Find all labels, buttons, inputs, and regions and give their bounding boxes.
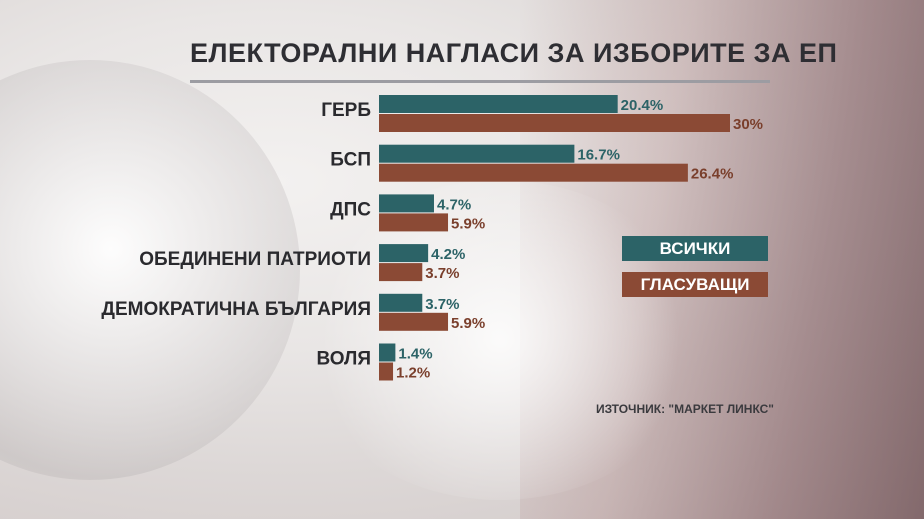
value-label-all: 16.7% xyxy=(577,147,620,164)
value-label-voters: 5.9% xyxy=(451,315,485,332)
title-underline xyxy=(190,80,770,83)
value-label-voters: 3.7% xyxy=(425,265,459,282)
value-label-all: 3.7% xyxy=(425,296,459,313)
background-glow xyxy=(300,180,700,500)
value-label-voters: 30% xyxy=(733,116,763,133)
chart-title: ЕЛЕКТОРАЛНИ НАГЛАСИ ЗА ИЗБОРИТЕ ЗА ЕП xyxy=(190,38,838,68)
value-label-all: 1.4% xyxy=(398,346,432,363)
value-label-all: 4.2% xyxy=(431,246,465,263)
bar-voters xyxy=(379,312,449,331)
bar-all xyxy=(379,244,429,263)
legend-item-voters: ГЛАСУВАЩИ xyxy=(622,272,768,297)
legend: ВСИЧКИ ГЛАСУВАЩИ xyxy=(622,236,768,308)
category-label: ОБЕДИНЕНИ ПАТРИОТИ xyxy=(139,249,371,270)
value-label-voters: 5.9% xyxy=(451,215,485,232)
bar-voters xyxy=(379,163,688,182)
bar-all xyxy=(379,343,396,362)
value-label-all: 4.7% xyxy=(437,196,471,213)
value-label-voters: 1.2% xyxy=(396,365,430,382)
legend-item-all: ВСИЧКИ xyxy=(622,236,768,261)
bar-voters xyxy=(379,263,423,282)
bar-all xyxy=(379,194,434,213)
category-label: ДЕМОКРАТИЧНА БЪЛГАРИЯ xyxy=(101,299,371,320)
bar-voters xyxy=(379,362,394,381)
category-label: БСП xyxy=(330,150,371,171)
source-note: ИЗТОЧНИК: "МАРКЕТ ЛИНКС" xyxy=(595,402,774,416)
bar-all xyxy=(379,95,618,113)
category-label: ВОЛЯ xyxy=(316,349,371,370)
value-label-all: 20.4% xyxy=(621,97,664,114)
bar-all xyxy=(379,293,423,312)
bar-all xyxy=(379,144,575,163)
value-label-voters: 26.4% xyxy=(691,166,734,183)
category-label: ДПС xyxy=(330,199,371,220)
bar-voters xyxy=(379,213,449,232)
category-label: ГЕРБ xyxy=(321,100,371,121)
bar-voters xyxy=(379,114,730,132)
